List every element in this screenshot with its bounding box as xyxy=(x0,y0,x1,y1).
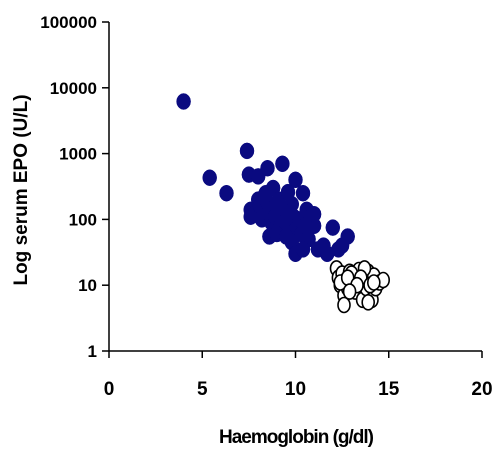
y-axis-title: Log serum EPO (U/L) xyxy=(11,94,32,285)
data-point-filled xyxy=(334,237,350,254)
x-axis-title: Haemoglobin (g/dl) xyxy=(219,427,374,448)
data-point-filled xyxy=(239,142,255,160)
data-point-open xyxy=(366,274,381,291)
y-tick-label: 10000 xyxy=(50,79,97,98)
y-tick-label: 100 xyxy=(69,210,97,229)
data-point-filled xyxy=(202,169,217,186)
x-tick-label: 10 xyxy=(285,379,306,400)
ticks-layer: 1 10 100 1000 10000 100000 0 5 10 15 20 xyxy=(40,13,492,400)
data-point-filled xyxy=(275,155,290,173)
y-tick-label: 10 xyxy=(78,276,97,295)
x-tick-label: 15 xyxy=(378,379,400,400)
data-point-filled xyxy=(219,184,234,202)
points-layer xyxy=(176,93,391,314)
data-point-open xyxy=(342,283,357,300)
data-point-open xyxy=(337,296,351,314)
data-point-open xyxy=(361,293,376,311)
x-tick-label: 20 xyxy=(471,379,492,400)
x-tick-label: 5 xyxy=(197,379,208,400)
y-tick-label: 1000 xyxy=(59,145,97,164)
data-point-filled xyxy=(282,203,298,221)
y-tick-label: 100000 xyxy=(40,13,97,32)
data-point-filled xyxy=(295,241,311,258)
data-point-filled xyxy=(288,171,303,189)
y-tick-label: 1 xyxy=(88,342,97,361)
data-point-filled xyxy=(319,245,335,263)
data-point-filled xyxy=(260,159,275,177)
data-point-filled xyxy=(306,205,322,223)
data-point-filled xyxy=(176,93,191,110)
x-tick-label: 0 xyxy=(104,379,115,400)
data-point-filled xyxy=(256,188,272,206)
data-point-filled xyxy=(325,219,341,236)
data-point-filled xyxy=(295,184,311,202)
